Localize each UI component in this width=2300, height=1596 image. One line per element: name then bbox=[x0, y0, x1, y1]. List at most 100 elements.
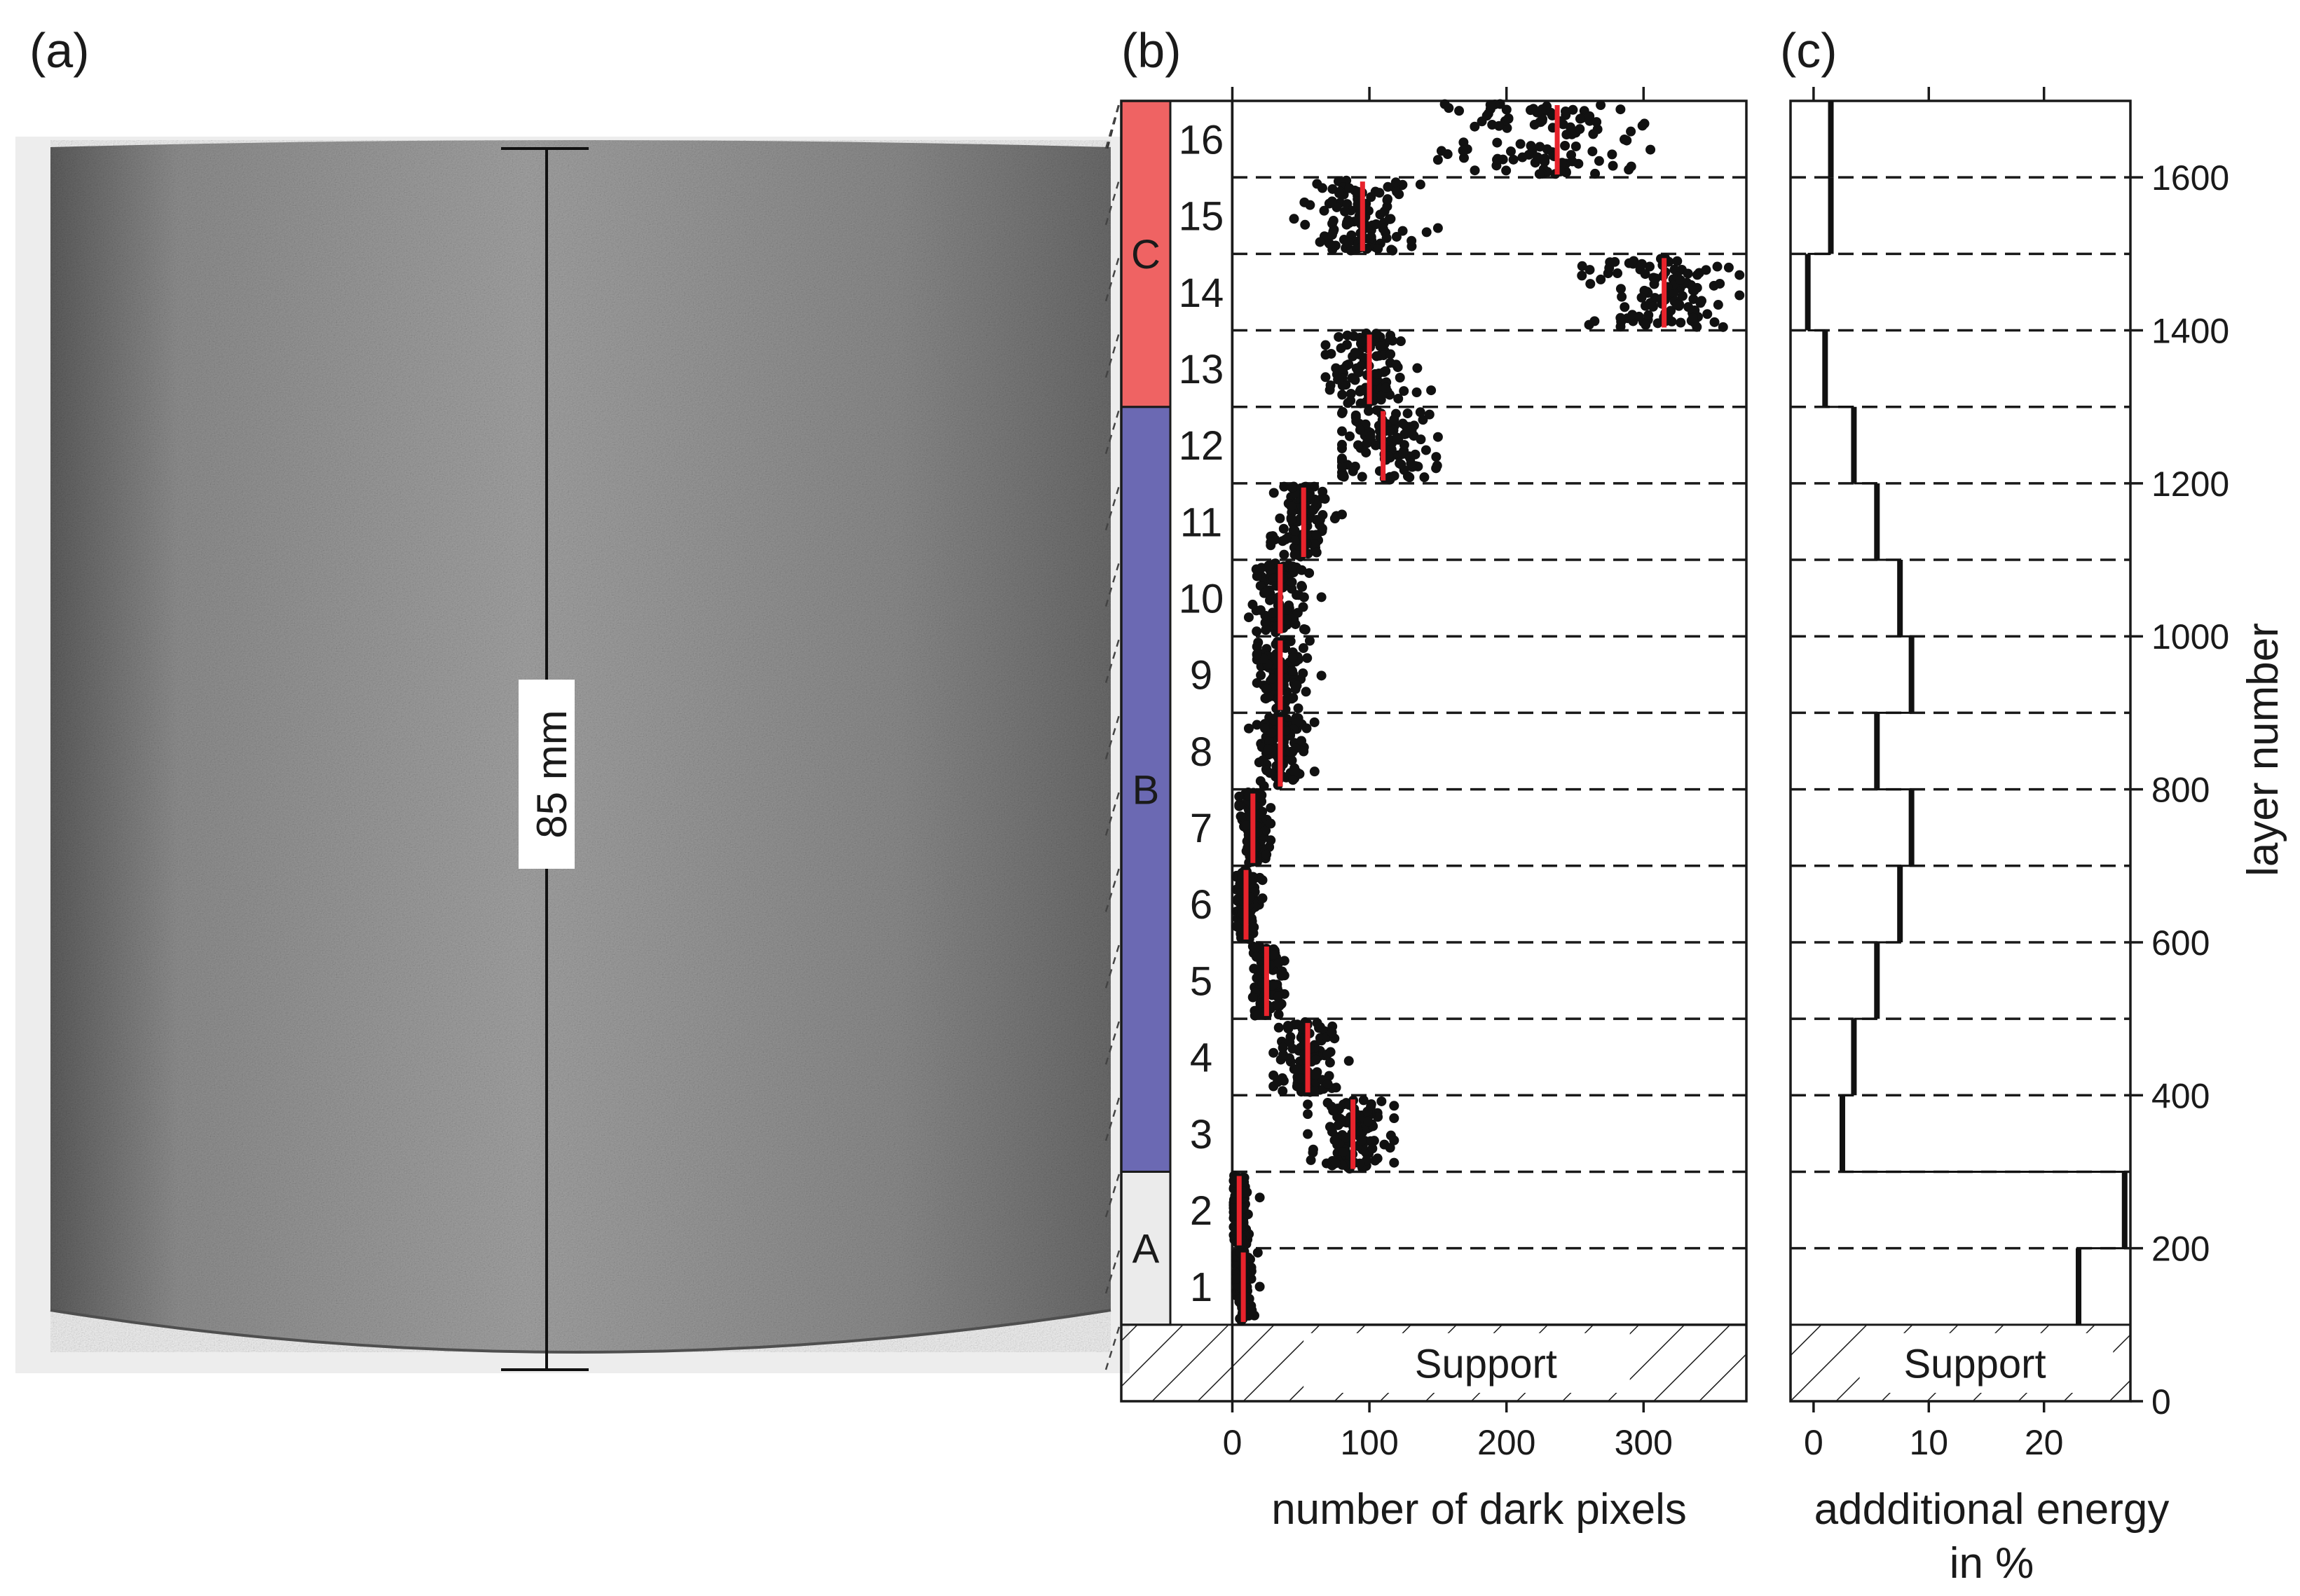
data-point bbox=[1285, 1037, 1295, 1047]
data-point bbox=[1383, 181, 1393, 192]
zoom-connector bbox=[1104, 1171, 1121, 1218]
data-point bbox=[1261, 683, 1272, 694]
data-point bbox=[1320, 340, 1331, 350]
data-point bbox=[1702, 309, 1713, 319]
data-point bbox=[1534, 169, 1545, 179]
data-point bbox=[1300, 219, 1310, 230]
data-point bbox=[1610, 256, 1620, 267]
data-point bbox=[1713, 300, 1723, 310]
data-point bbox=[1385, 474, 1395, 485]
layer-number-label: 10 bbox=[1179, 577, 1224, 622]
data-point bbox=[1338, 364, 1348, 375]
data-point bbox=[1350, 348, 1360, 358]
data-point bbox=[1639, 118, 1650, 129]
data-point bbox=[1231, 921, 1242, 932]
zoom-connector bbox=[1104, 177, 1121, 226]
data-point bbox=[1386, 245, 1397, 255]
data-point bbox=[1458, 145, 1468, 156]
zoom-connector bbox=[1104, 100, 1121, 149]
data-point bbox=[1260, 617, 1271, 628]
data-point bbox=[1231, 1274, 1242, 1284]
data-point bbox=[1299, 592, 1309, 603]
data-point bbox=[1718, 322, 1728, 332]
data-point bbox=[1255, 605, 1266, 615]
data-point bbox=[1336, 426, 1347, 436]
data-point bbox=[1324, 1057, 1335, 1068]
data-point bbox=[1303, 1109, 1313, 1120]
data-point bbox=[1734, 290, 1745, 301]
data-point bbox=[1373, 244, 1383, 254]
data-point bbox=[1454, 106, 1465, 116]
data-point bbox=[1399, 386, 1409, 397]
data-point bbox=[1365, 431, 1376, 441]
data-point bbox=[1361, 447, 1371, 458]
data-point bbox=[1371, 369, 1382, 380]
data-point bbox=[1336, 471, 1347, 481]
data-point bbox=[1399, 440, 1409, 450]
data-point bbox=[1287, 577, 1297, 587]
data-point bbox=[1344, 183, 1355, 193]
zoom-connector bbox=[1104, 1018, 1121, 1065]
zoom-connector bbox=[1104, 865, 1121, 912]
data-point bbox=[1292, 590, 1302, 600]
data-point bbox=[1676, 317, 1686, 328]
data-point bbox=[1310, 530, 1321, 540]
data-point bbox=[1334, 374, 1344, 385]
panel-label-c: (c) bbox=[1780, 23, 1837, 78]
data-point bbox=[1275, 513, 1285, 523]
data-point bbox=[1650, 273, 1661, 284]
y-tick-label: 1000 bbox=[2151, 617, 2229, 656]
data-point bbox=[1363, 1116, 1374, 1127]
data-point bbox=[1391, 359, 1402, 370]
data-point bbox=[1257, 893, 1268, 904]
y-tick-label: 1200 bbox=[2151, 465, 2229, 504]
data-point bbox=[1268, 950, 1279, 961]
data-point bbox=[1395, 373, 1405, 383]
data-point bbox=[1557, 158, 1568, 168]
data-point bbox=[1492, 137, 1502, 148]
data-point bbox=[1619, 135, 1629, 145]
support-label: Support bbox=[1903, 1341, 2046, 1387]
layer-number-label: 5 bbox=[1190, 958, 1212, 1004]
data-point bbox=[1421, 227, 1432, 238]
data-point bbox=[1287, 666, 1298, 676]
x-axis-label: number of dark pixels bbox=[1271, 1485, 1687, 1534]
data-point bbox=[1328, 1106, 1339, 1116]
data-point bbox=[1266, 818, 1276, 829]
data-point bbox=[1333, 1120, 1343, 1130]
y-tick-label: 600 bbox=[2151, 923, 2210, 963]
data-point bbox=[1267, 673, 1278, 684]
data-point bbox=[1411, 387, 1422, 398]
data-point bbox=[1505, 146, 1516, 157]
data-point bbox=[1340, 206, 1350, 216]
data-point bbox=[1278, 1043, 1288, 1053]
data-point bbox=[1302, 653, 1313, 663]
data-point bbox=[1285, 746, 1296, 757]
data-point bbox=[1358, 1095, 1369, 1106]
data-point bbox=[1293, 703, 1303, 713]
layer-number-label: 4 bbox=[1190, 1036, 1212, 1081]
data-point bbox=[1587, 146, 1598, 157]
data-point bbox=[1584, 111, 1595, 121]
data-point bbox=[1298, 643, 1308, 654]
data-point bbox=[1613, 268, 1623, 279]
data-point bbox=[1247, 1305, 1257, 1316]
data-point bbox=[1404, 472, 1415, 483]
layer-number-label: 2 bbox=[1190, 1188, 1212, 1234]
data-point bbox=[1470, 121, 1480, 132]
data-point bbox=[1640, 269, 1650, 280]
data-point bbox=[1365, 1136, 1376, 1146]
data-point bbox=[1560, 140, 1570, 151]
data-point bbox=[1299, 197, 1310, 207]
data-point bbox=[1310, 1070, 1321, 1080]
zoom-connector bbox=[1104, 330, 1121, 378]
data-point bbox=[1701, 265, 1711, 275]
data-point bbox=[1255, 809, 1266, 819]
data-point bbox=[1494, 121, 1505, 131]
data-point bbox=[1577, 261, 1587, 271]
zoom-connector bbox=[1104, 483, 1121, 531]
data-point bbox=[1264, 560, 1275, 571]
data-point bbox=[1336, 343, 1346, 353]
data-point bbox=[1268, 573, 1279, 584]
